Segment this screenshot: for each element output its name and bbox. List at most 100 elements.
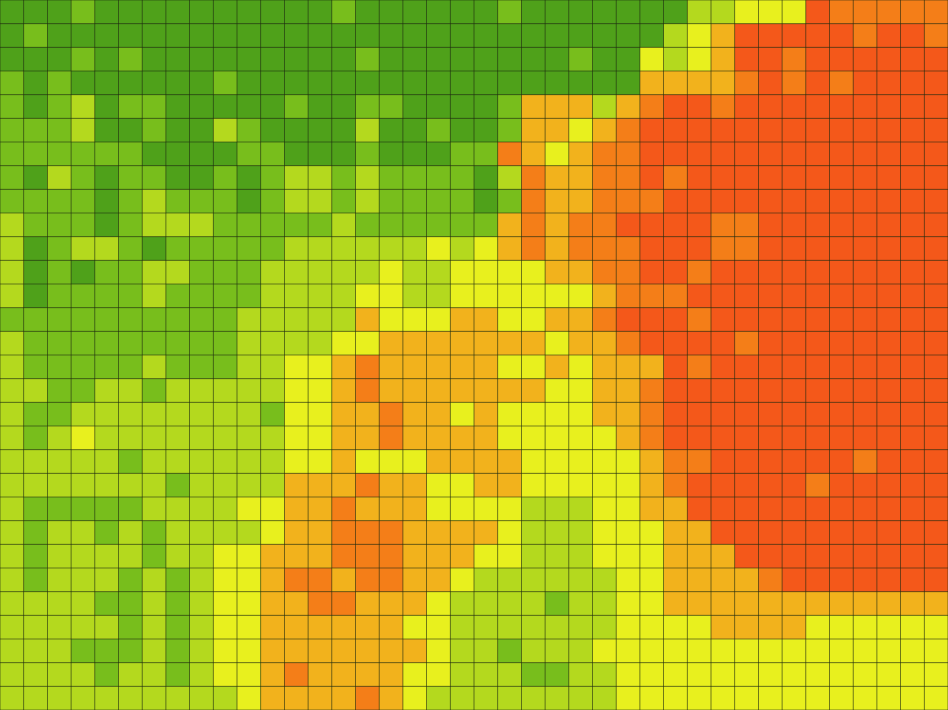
heatmap-cell [758,307,783,332]
heatmap-cell [734,331,759,356]
heatmap-cell [592,402,617,427]
heatmap-cell [0,520,25,545]
heatmap-cell [355,662,380,687]
heatmap-cell [260,520,285,545]
heatmap-cell [213,591,238,616]
heatmap-cell [497,426,522,451]
heatmap-cell [355,568,380,593]
heatmap-cell [284,71,309,96]
heatmap-cell [758,378,783,403]
heatmap-cell [94,0,120,25]
heatmap-cell [165,686,191,710]
heatmap-cell [663,568,688,593]
heatmap-cell [734,402,759,427]
heatmap-cell [0,568,25,593]
heatmap-cell [71,71,96,96]
heatmap-cell [450,142,475,167]
heatmap-cell [639,118,665,143]
heatmap-cell [308,449,333,474]
heatmap-cell [545,378,570,403]
heatmap-cell [900,260,925,285]
heatmap-cell [592,71,617,96]
heatmap-cell [687,118,712,143]
heatmap-cell [758,47,783,72]
heatmap-cell [165,449,191,474]
heatmap-cell [782,307,807,332]
heatmap-cell [165,213,191,238]
heatmap-cell [450,71,475,96]
heatmap-cell [758,686,783,710]
heatmap-cell [47,236,72,261]
heatmap-cell [331,165,357,190]
heatmap-cell [331,378,357,403]
heatmap-cell [308,94,333,119]
heatmap-cell [308,165,333,190]
heatmap-cell [711,284,736,309]
heatmap-cell [639,520,665,545]
heatmap-cell [829,331,854,356]
heatmap-cell [165,568,191,593]
heatmap-cell [639,307,665,332]
heatmap-cell [189,591,214,616]
heatmap-cell [829,118,854,143]
heatmap-cell [426,426,451,451]
heatmap-cell [260,426,285,451]
heatmap-cell [782,686,807,710]
heatmap-cell [711,473,736,498]
heatmap-cell [331,591,357,616]
heatmap-cell [331,402,357,427]
heatmap-cell [379,165,404,190]
heatmap-cell [829,591,854,616]
heatmap-cell [71,23,96,48]
heatmap-cell [663,142,688,167]
heatmap-cell [260,473,285,498]
heatmap-cell [545,142,570,167]
heatmap-cell [829,426,854,451]
heatmap-cell [237,497,262,522]
heatmap-cell [118,331,143,356]
heatmap-cell [616,591,641,616]
heatmap-cell [545,568,570,593]
heatmap-cell [616,307,641,332]
heatmap-cell [876,331,902,356]
heatmap-cell [521,23,546,48]
heatmap-cell [71,591,96,616]
heatmap-cell [71,165,96,190]
heatmap-cell [379,662,404,687]
heatmap-cell [284,331,309,356]
heatmap-cell [189,284,214,309]
heatmap-cell [71,402,96,427]
heatmap-cell [426,355,451,380]
heatmap-cell [474,189,499,214]
heatmap-cell [474,686,499,710]
heatmap-cell [47,23,72,48]
heatmap-cell [924,591,948,616]
heatmap-cell [805,71,831,96]
heatmap-cell [497,473,522,498]
heatmap-cell [497,615,522,640]
heatmap-cell [497,378,522,403]
heatmap-cell [379,331,404,356]
heatmap-cell [616,236,641,261]
heatmap-cell [450,449,475,474]
heatmap-cell [568,47,594,72]
heatmap-cell [0,355,25,380]
heatmap-cell [284,449,309,474]
heatmap-cell [805,189,831,214]
heatmap-cell [94,544,120,569]
heatmap-cell [545,591,570,616]
heatmap-cell [900,402,925,427]
heatmap-cell [0,662,25,687]
heatmap-cell [260,662,285,687]
heatmap-cell [711,118,736,143]
heatmap-cell [189,426,214,451]
heatmap-cell [474,355,499,380]
heatmap-cell [379,639,404,664]
heatmap-cell [616,639,641,664]
heatmap-cell [497,94,522,119]
heatmap-cell [284,47,309,72]
heatmap-cell [758,449,783,474]
heatmap-cell [71,639,96,664]
